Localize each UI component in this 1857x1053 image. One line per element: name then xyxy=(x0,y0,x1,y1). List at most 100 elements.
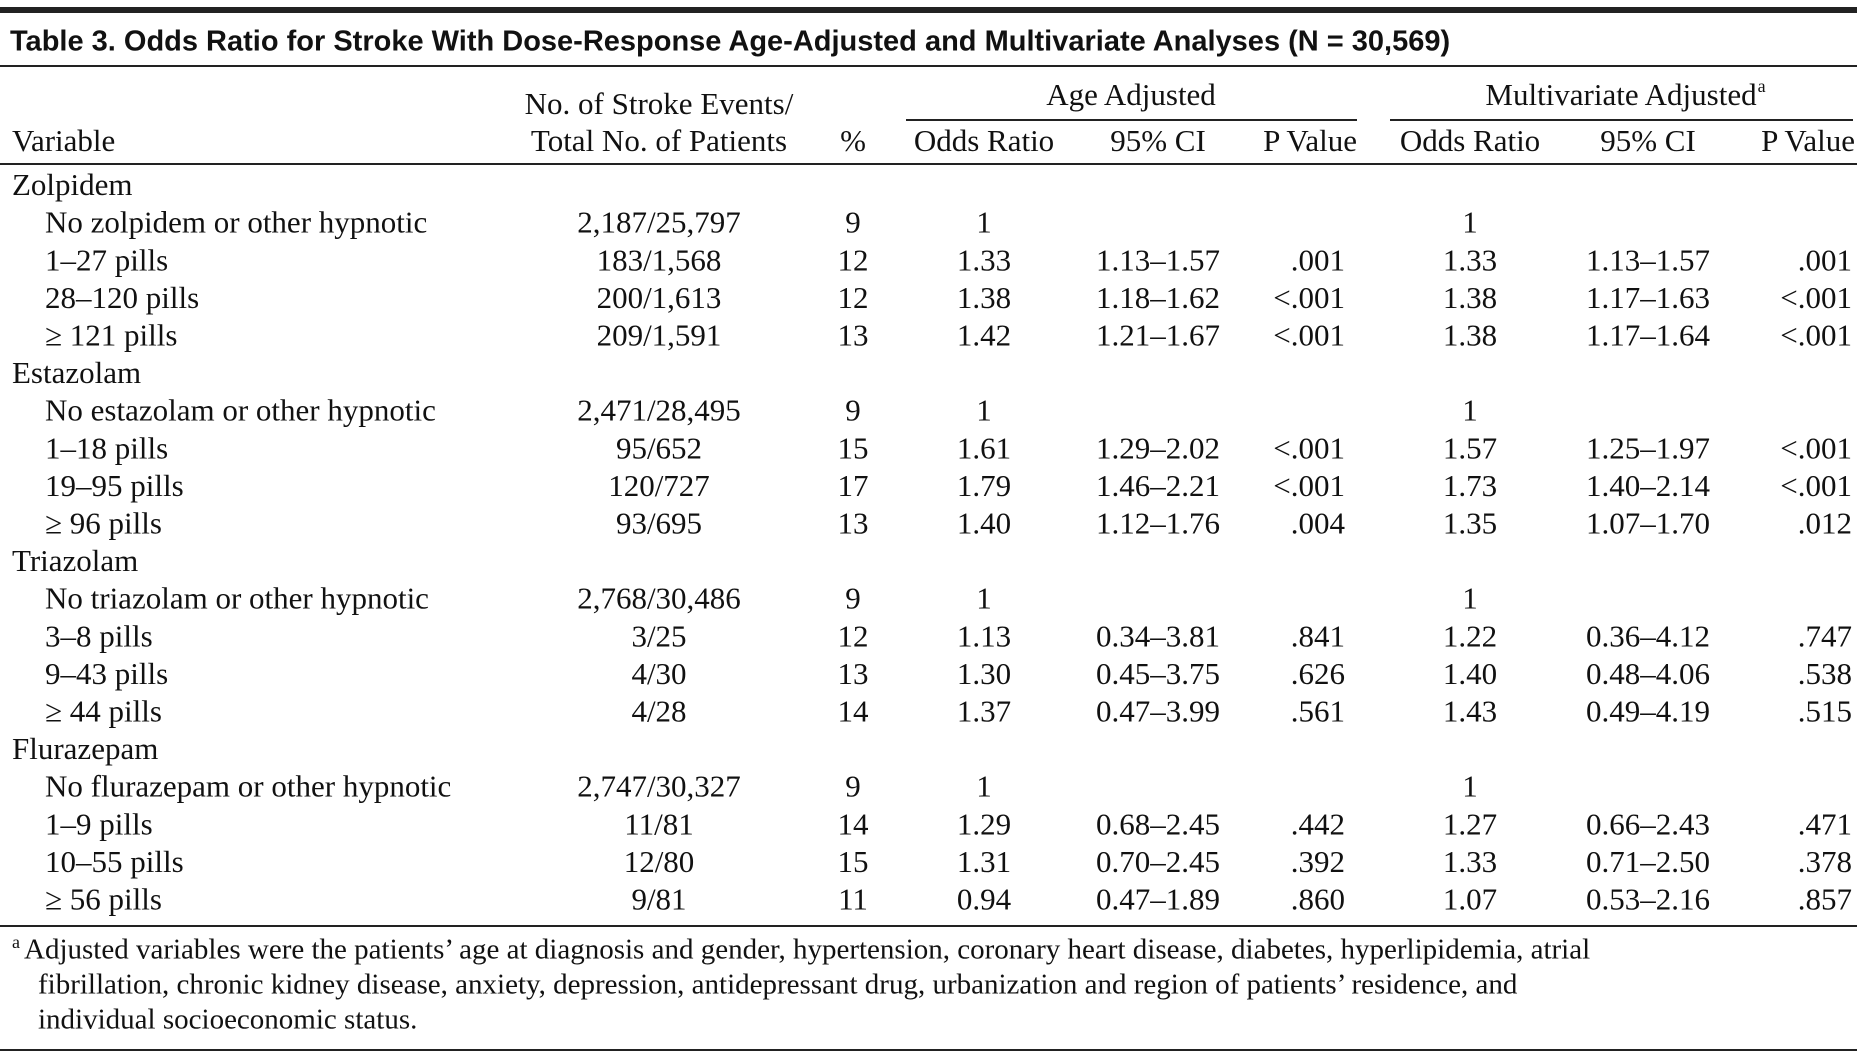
cell: 0.71–2.50 xyxy=(1586,844,1710,879)
cell: .012 xyxy=(1798,506,1852,541)
cell: 1.22 xyxy=(1443,618,1497,653)
cell: <.001 xyxy=(1780,430,1852,465)
cell: .378 xyxy=(1798,844,1852,879)
cell: .561 xyxy=(1291,694,1345,729)
row-label: 28–120 pills xyxy=(45,280,199,315)
cell: 15 xyxy=(838,844,869,879)
cell: 0.66–2.43 xyxy=(1586,806,1710,841)
cell: 93/695 xyxy=(616,506,702,541)
cell: .001 xyxy=(1291,242,1345,277)
row-label: 1–9 pills xyxy=(45,806,153,841)
row-label: No zolpidem or other hypnotic xyxy=(45,205,427,240)
cell: 0.34–3.81 xyxy=(1096,618,1220,653)
cell: 12 xyxy=(838,280,869,315)
cell: .515 xyxy=(1798,694,1852,729)
cell: 1.33 xyxy=(957,242,1011,277)
cell: 1 xyxy=(1462,581,1478,616)
cell: 1.27 xyxy=(1443,806,1497,841)
cell: 13 xyxy=(838,656,869,691)
cell: 13 xyxy=(838,318,869,353)
cell: <.001 xyxy=(1780,280,1852,315)
cell: 1.13–1.57 xyxy=(1096,242,1220,277)
cell: 1 xyxy=(1462,393,1478,428)
cell: 1.40 xyxy=(1443,656,1497,691)
footnote-mark: a xyxy=(12,932,20,952)
cell: 0.48–4.06 xyxy=(1586,656,1710,691)
row-label: 10–55 pills xyxy=(45,844,184,879)
cell: 0.94 xyxy=(957,882,1012,917)
cell: 1.21–1.67 xyxy=(1096,318,1220,353)
cell: 1.31 xyxy=(957,844,1011,879)
row-label: 19–95 pills xyxy=(45,468,184,503)
cell: 0.68–2.45 xyxy=(1096,806,1220,841)
cell: 17 xyxy=(838,468,869,503)
cell: 1.43 xyxy=(1443,694,1497,729)
cell: 1.38 xyxy=(1443,280,1497,315)
footnote-text: Adjusted variables were the patients’ ag… xyxy=(24,934,1590,966)
row-label: ≥ 56 pills xyxy=(45,882,162,917)
cell: 1.07–1.70 xyxy=(1586,506,1710,541)
cell: 1.13–1.57 xyxy=(1586,242,1710,277)
cell: 1.40–2.14 xyxy=(1586,468,1711,503)
row-label: No estazolam or other hypnotic xyxy=(45,393,436,428)
section-label: Zolpidem xyxy=(12,167,133,202)
column-header: Total No. of Patients xyxy=(531,123,787,158)
cell: 1.17–1.64 xyxy=(1586,318,1711,353)
cell: .860 xyxy=(1291,882,1345,917)
row-label: 9–43 pills xyxy=(45,656,168,691)
cell: 1.13 xyxy=(957,618,1011,653)
cell: 15 xyxy=(838,430,869,465)
column-header: P Value xyxy=(1263,123,1357,158)
cell: 1.33 xyxy=(1443,844,1497,879)
cell: 12 xyxy=(838,242,869,277)
cell: <.001 xyxy=(1273,318,1345,353)
row-label: ≥ 96 pills xyxy=(45,506,162,541)
cell: <.001 xyxy=(1273,468,1345,503)
cell: .626 xyxy=(1291,656,1345,691)
cell: <.001 xyxy=(1780,468,1852,503)
cell: 1.30 xyxy=(957,656,1011,691)
cell: 9 xyxy=(845,769,861,804)
cell: 9 xyxy=(845,205,861,240)
cell: 3/25 xyxy=(631,618,686,653)
cell: <.001 xyxy=(1780,318,1852,353)
group-header: Age Adjusted xyxy=(1046,77,1216,112)
row-label: 1–18 pills xyxy=(45,430,168,465)
cell: .001 xyxy=(1798,242,1852,277)
cell: 1 xyxy=(976,205,992,240)
cell: 0.70–2.45 xyxy=(1096,844,1220,879)
cell: 11/81 xyxy=(624,806,693,841)
cell: 2,768/30,486 xyxy=(577,581,741,616)
row-label: 1–27 pills xyxy=(45,242,168,277)
cell: 1.79 xyxy=(957,468,1011,503)
cell: 1 xyxy=(976,581,992,616)
cell: 209/1,591 xyxy=(597,318,722,353)
cell: 2,187/25,797 xyxy=(577,205,741,240)
row-label: ≥ 44 pills xyxy=(45,694,162,729)
cell: 0.49–4.19 xyxy=(1586,694,1710,729)
cell: 0.53–2.16 xyxy=(1586,882,1710,917)
cell: 9/81 xyxy=(631,882,686,917)
cell: 14 xyxy=(838,806,870,841)
column-header: 95% CI xyxy=(1600,123,1696,158)
cell: 1 xyxy=(976,769,992,804)
cell: 1.37 xyxy=(957,694,1011,729)
column-header: Variable xyxy=(12,123,115,158)
cell: 200/1,613 xyxy=(597,280,722,315)
cell: 0.47–1.89 xyxy=(1096,882,1220,917)
footnote-mark: a xyxy=(1758,76,1766,96)
cell: 1.33 xyxy=(1443,242,1497,277)
cell: 1.29–2.02 xyxy=(1096,430,1220,465)
column-header: Odds Ratio xyxy=(1400,123,1540,158)
table-title: Table 3. Odds Ratio for Stroke With Dose… xyxy=(10,26,1450,58)
cell: 12/80 xyxy=(624,844,695,879)
cell: 1.73 xyxy=(1443,468,1497,503)
cell: 1.17–1.63 xyxy=(1586,280,1710,315)
cell: .392 xyxy=(1291,844,1345,879)
footnote-text: fibrillation, chronic kidney disease, an… xyxy=(38,969,1518,1001)
cell: 1.25–1.97 xyxy=(1586,430,1710,465)
column-header: 95% CI xyxy=(1110,123,1206,158)
cell: 95/652 xyxy=(616,430,702,465)
cell: 1 xyxy=(1462,205,1478,240)
cell: 1.38 xyxy=(957,280,1011,315)
